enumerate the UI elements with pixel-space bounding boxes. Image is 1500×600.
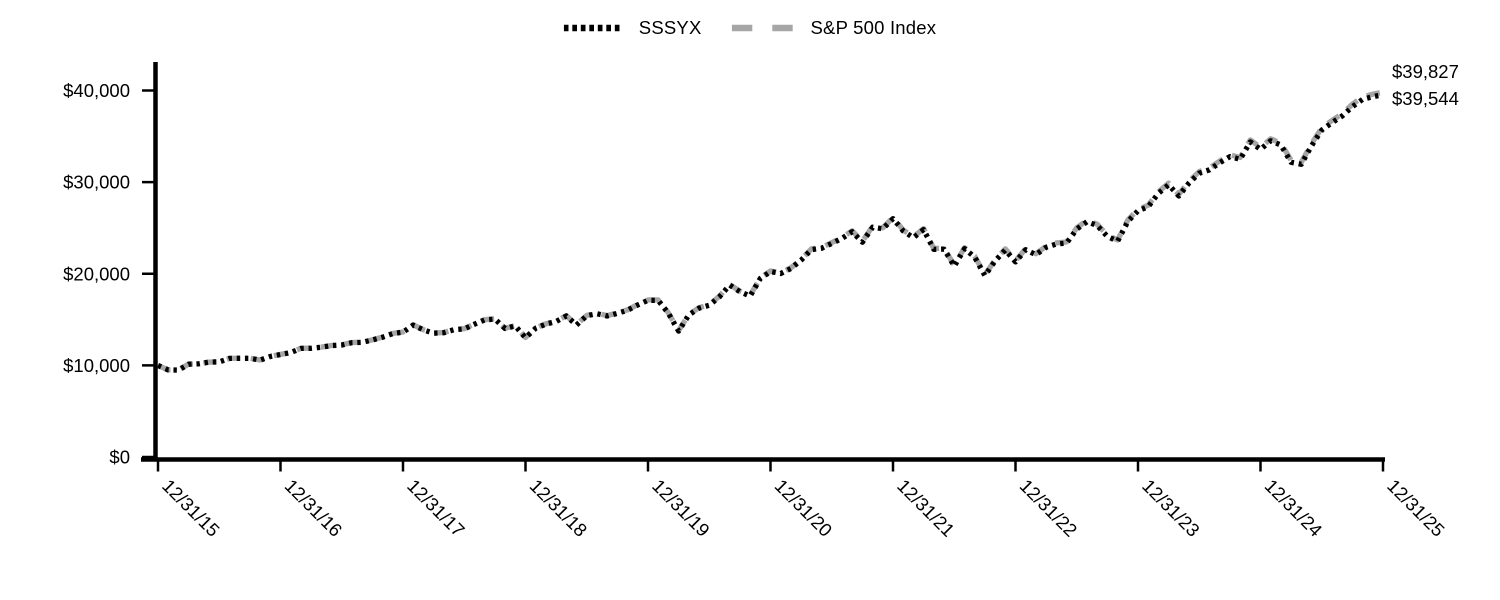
series-lines [156, 89, 1384, 373]
y-tick-label: $40,000 [63, 80, 130, 101]
y-tick-label: $20,000 [63, 263, 130, 284]
legend-item-sp500: S&P 500 Index [731, 17, 937, 39]
x-tick-label: 12/31/19 [648, 475, 714, 541]
x-tick-label: 12/31/17 [403, 475, 469, 541]
sp500-dashed-line-swatch [731, 24, 793, 32]
sssyx-line [156, 92, 1384, 373]
x-axis-ticks [156, 461, 1385, 472]
y-tick-label: $10,000 [63, 355, 130, 376]
y-axis-labels: $0 $10,000 $20,000 $30,000 $40,000 [63, 80, 130, 468]
legend-label-sp500: S&P 500 Index [810, 17, 937, 38]
y-tick-label: $30,000 [63, 172, 130, 193]
end-label-sssyx: $39,544 [1392, 88, 1459, 109]
x-tick-label: 12/31/23 [1138, 475, 1204, 541]
x-tick-label: 12/31/18 [526, 475, 592, 541]
legend-label-sssyx: SSSYX [638, 17, 702, 38]
sp500-line [156, 89, 1384, 373]
x-tick-label: 12/31/15 [158, 475, 224, 541]
x-axis-labels: 12/31/15 12/31/16 12/31/17 12/31/18 12/31/19… [158, 475, 1449, 541]
chart-legend: SSSYX S&P 500 Index [563, 17, 937, 39]
x-tick-label: 12/31/22 [1016, 475, 1082, 541]
legend-item-sssyx: SSSYX [563, 17, 702, 39]
y-tick-label: $0 [109, 447, 130, 468]
sssyx-dotted-line-swatch [563, 24, 621, 32]
x-tick-label: 12/31/16 [281, 475, 347, 541]
x-tick-label: 12/31/25 [1383, 475, 1449, 541]
x-tick-label: 12/31/20 [771, 475, 837, 541]
x-tick-label: 12/31/24 [1261, 475, 1327, 541]
end-label-sp500: $39,827 [1392, 61, 1459, 82]
x-tick-label: 12/31/21 [893, 475, 959, 541]
y-axis-ticks [142, 89, 154, 459]
